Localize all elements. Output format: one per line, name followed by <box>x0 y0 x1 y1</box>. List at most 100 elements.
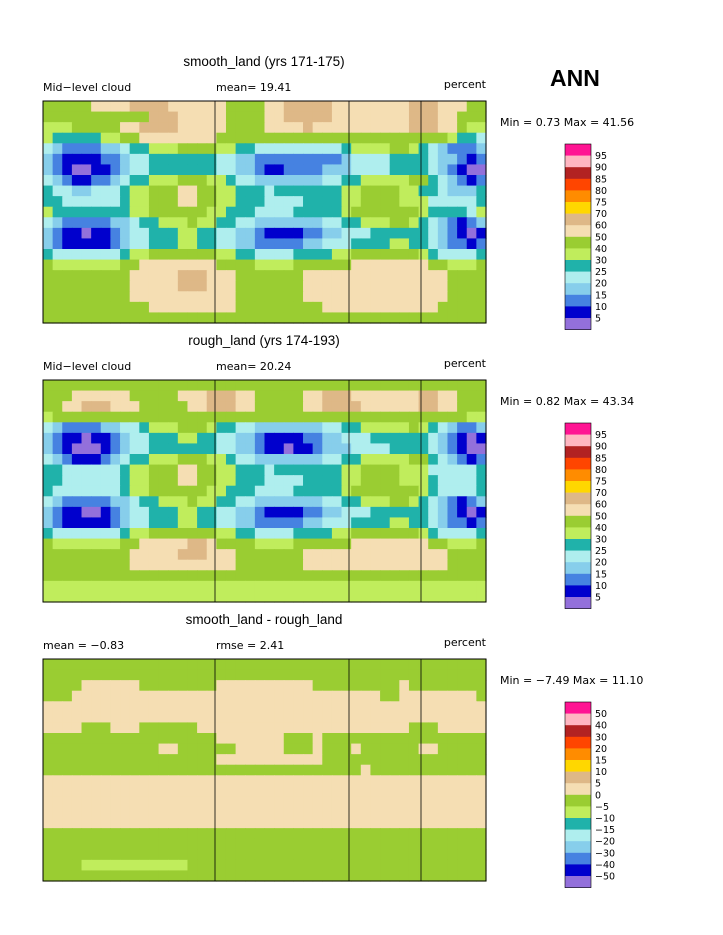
map-cell <box>428 164 439 176</box>
map-cell <box>81 775 92 787</box>
map-cell <box>476 485 487 497</box>
map-cell <box>360 669 372 681</box>
map-cell <box>225 380 237 392</box>
map-cell <box>428 454 439 466</box>
map-cell <box>120 775 131 787</box>
map-cell <box>360 132 372 144</box>
map-cell <box>437 785 449 798</box>
map-cell <box>177 817 189 829</box>
map-cell <box>62 101 73 113</box>
map-cell <box>71 754 83 766</box>
map-cell <box>52 680 63 692</box>
map-cell <box>148 153 160 166</box>
map-cell <box>43 206 54 218</box>
map-cell <box>351 701 362 713</box>
map-cell <box>235 291 246 303</box>
colorbar-swatch <box>565 248 591 261</box>
map-cell <box>370 291 381 303</box>
map-cell <box>283 711 294 724</box>
map-cell <box>418 743 429 755</box>
map-cell <box>293 185 304 197</box>
map-cell <box>129 270 140 282</box>
map-cell <box>254 291 266 303</box>
map-cell <box>206 538 217 550</box>
map-cell <box>129 659 140 671</box>
map-cell <box>466 828 477 840</box>
map-cell <box>274 175 285 187</box>
map-cell <box>71 270 83 282</box>
map-cell <box>254 828 266 840</box>
map-cell <box>264 870 275 882</box>
map-cell <box>235 249 246 261</box>
colorbar-label: 75 <box>595 477 607 488</box>
map-cell <box>370 164 381 176</box>
map-cell <box>206 175 217 187</box>
map-cell <box>428 249 439 261</box>
map-cell <box>293 754 304 766</box>
map-cell <box>148 238 160 250</box>
map-cell <box>331 291 343 303</box>
map-cell <box>466 153 477 166</box>
map-cell <box>303 828 314 840</box>
map-cell <box>100 164 112 176</box>
map-cell <box>389 443 400 455</box>
map-cell <box>139 280 150 292</box>
map-cell <box>206 132 217 144</box>
map-cell <box>331 743 343 755</box>
map-cell <box>245 754 256 766</box>
map-cell <box>466 690 477 702</box>
map-cell <box>110 659 121 671</box>
map-cell <box>197 690 208 702</box>
map-cell <box>110 528 121 540</box>
map-cell <box>187 443 198 455</box>
map-cell <box>158 701 169 713</box>
map-cell <box>341 785 352 798</box>
map-cell <box>389 591 400 603</box>
map-cell <box>341 432 352 445</box>
map-cell <box>148 422 160 434</box>
map-cell <box>466 701 477 713</box>
map-cell <box>235 111 246 123</box>
map-cell <box>283 132 294 144</box>
map-cell <box>100 849 112 861</box>
map-cell <box>129 280 140 292</box>
map-cell <box>225 528 237 540</box>
map-cell <box>466 591 477 603</box>
map-cell <box>168 580 179 593</box>
map-cell <box>322 807 333 819</box>
map-cell <box>418 538 429 550</box>
map-cell <box>129 796 140 808</box>
map-cell <box>158 301 169 314</box>
map-cell <box>129 390 140 402</box>
map-cell <box>225 485 237 497</box>
map-cell <box>283 153 294 166</box>
map-cell <box>216 743 227 755</box>
map-cell <box>399 817 410 829</box>
map-cell <box>129 312 140 324</box>
map-cell <box>139 164 150 176</box>
map-cell <box>264 828 275 840</box>
map-cell <box>437 849 449 861</box>
map-cell <box>100 580 112 593</box>
map-cell <box>216 312 227 324</box>
map-cell <box>418 506 429 519</box>
map-cell <box>466 485 477 497</box>
map-cell <box>81 259 92 271</box>
map-cell <box>197 411 208 423</box>
map-cell <box>351 238 362 250</box>
map-cell <box>245 528 256 540</box>
map-cell <box>331 659 343 671</box>
map-cell <box>360 722 372 734</box>
map-cell <box>322 870 333 882</box>
map-cell <box>158 280 169 292</box>
colorbar-label: 25 <box>595 546 607 557</box>
map-cell <box>447 270 458 282</box>
map-cell <box>399 775 410 787</box>
map-cell <box>177 196 189 208</box>
map-cell <box>476 143 487 155</box>
map-cell <box>187 549 198 561</box>
map-cell <box>52 517 63 529</box>
map-cell <box>52 454 63 466</box>
map-cell <box>62 270 73 282</box>
map-cell <box>52 390 63 402</box>
